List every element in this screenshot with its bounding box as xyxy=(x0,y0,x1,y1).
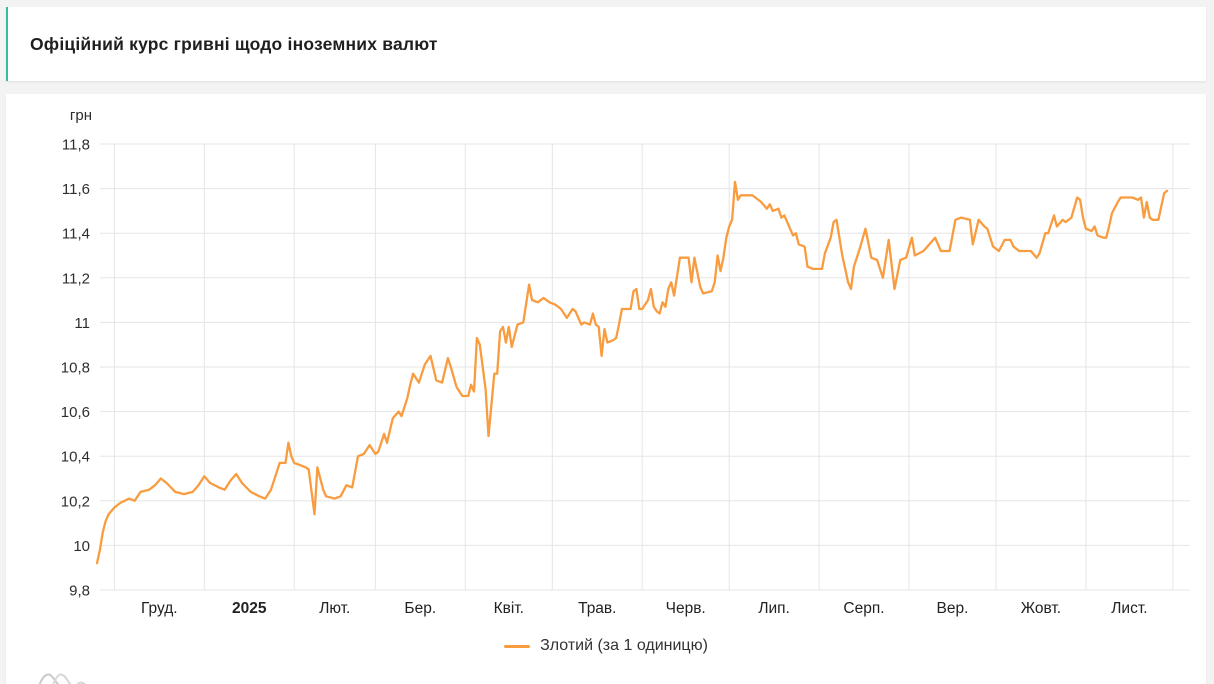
x-tick-label: Лют. xyxy=(319,600,350,617)
y-tick-label: 10,6 xyxy=(61,404,90,421)
legend: Злотий (за 1 одиницю) xyxy=(6,637,1206,655)
y-tick-label: 11,6 xyxy=(62,181,90,198)
y-tick-label: 11,2 xyxy=(62,270,90,287)
legend-item-zloty[interactable]: Злотий (за 1 одиницю) xyxy=(504,637,708,655)
y-tick-label: 10,2 xyxy=(61,493,90,510)
page-header-card: Офіційний курс гривні щодо іноземних вал… xyxy=(6,7,1206,81)
x-tick-label: Вер. xyxy=(937,600,969,617)
legend-line-swatch xyxy=(504,644,531,648)
y-axis-unit-label: грн xyxy=(69,107,92,124)
y-tick-label: 10,8 xyxy=(61,360,90,377)
x-tick-label: Трав. xyxy=(578,600,616,617)
x-tick-label: Лист. xyxy=(1111,600,1147,617)
chart-card: грн 11,8 11,6 11,4 11,2 11 10,8 10,6 10,4 10,2 10… xyxy=(6,94,1206,684)
header-accent-bar xyxy=(6,7,8,81)
x-tick-label: Груд. xyxy=(141,600,178,617)
page-title: Офіційний курс гривні щодо іноземних вал… xyxy=(30,33,438,54)
x-tick-label: Квіт. xyxy=(494,600,524,617)
series-line-zloty[interactable] xyxy=(95,180,1169,565)
y-tick-label: 9,8 xyxy=(69,583,90,600)
x-tick-label: Жовт. xyxy=(1021,600,1061,617)
y-tick-label: 11,8 xyxy=(62,137,90,154)
x-tick-label: Лип. xyxy=(758,600,790,617)
y-tick-label: 10 xyxy=(73,538,90,555)
y-tick-label: 11 xyxy=(74,315,90,332)
y-tick-label: 11,4 xyxy=(62,226,90,243)
chart-watermark-logo xyxy=(38,673,86,684)
x-tick-label: 2025 xyxy=(232,600,267,617)
x-tick-label: Серп. xyxy=(843,600,884,617)
chart-canvas[interactable]: 11,8 11,6 11,4 11,2 11 10,8 10,6 10,4 10,2 10 9,8 Г… xyxy=(6,94,1206,684)
y-tick-label: 10,4 xyxy=(61,449,90,466)
x-tick-label: Бер. xyxy=(404,600,436,617)
legend-label: Злотий (за 1 одиницю) xyxy=(540,637,708,654)
x-tick-label: Черв. xyxy=(666,600,706,617)
